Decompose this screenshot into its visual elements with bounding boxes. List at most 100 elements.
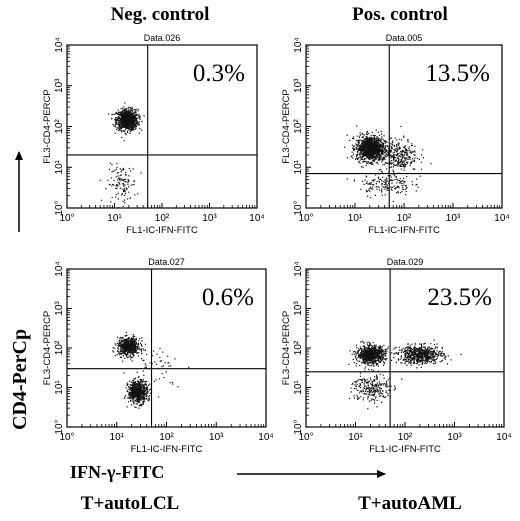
event-dot — [390, 154, 392, 156]
event-dot — [356, 147, 358, 149]
event-dot — [121, 179, 123, 181]
event-dot — [124, 202, 126, 204]
event-dot — [127, 342, 129, 344]
event-dot — [370, 154, 372, 156]
event-dot — [129, 384, 131, 386]
event-dot — [125, 128, 127, 130]
event-dot — [141, 393, 143, 395]
event-dot — [355, 158, 358, 160]
event-dot — [379, 140, 381, 142]
event-dot — [161, 366, 163, 368]
event-dot — [144, 363, 146, 365]
event-dot — [128, 344, 130, 346]
event-dot — [142, 379, 144, 381]
event-dot — [136, 395, 138, 397]
event-dot — [128, 401, 130, 403]
event-dot — [378, 350, 380, 352]
event-dot — [365, 363, 367, 365]
event-dot — [132, 338, 134, 340]
event-dot — [394, 156, 396, 158]
event-dot — [367, 347, 369, 349]
event-dot — [141, 390, 143, 392]
event-dot — [366, 137, 368, 139]
event-dot — [127, 115, 130, 117]
event-dot — [133, 381, 135, 383]
event-dot — [381, 191, 383, 193]
x-axis-label: FL1-IC-IFN-FITC — [131, 444, 203, 455]
event-dot — [377, 131, 379, 133]
event-dot — [369, 157, 371, 159]
event-dot — [126, 352, 128, 354]
event-dot — [362, 158, 364, 160]
event-dot — [118, 116, 120, 118]
event-dot — [124, 110, 126, 112]
event-dot — [374, 348, 376, 350]
event-dot — [120, 350, 122, 352]
event-dot — [134, 335, 136, 338]
event-dot — [385, 358, 387, 360]
event-dot — [349, 350, 351, 352]
event-dot — [131, 389, 133, 391]
event-dot — [118, 340, 120, 342]
y-tick-label: 10° — [54, 200, 65, 215]
event-dot — [140, 399, 142, 401]
event-dot — [353, 147, 355, 150]
event-dot — [377, 139, 379, 141]
event-dot — [127, 121, 129, 123]
event-dot — [375, 353, 377, 355]
event-dot — [396, 185, 398, 187]
event-dot — [395, 154, 397, 156]
event-dot — [367, 195, 369, 197]
event-dot — [139, 395, 141, 397]
event-dot — [411, 183, 414, 186]
event-dot — [411, 144, 413, 146]
event-dot — [122, 184, 125, 186]
event-dot — [127, 386, 130, 388]
event-dot — [165, 371, 167, 373]
event-dot — [145, 393, 147, 395]
event-dot — [128, 356, 130, 358]
event-dot — [376, 153, 378, 156]
event-dot — [125, 387, 127, 389]
event-dot — [136, 390, 138, 392]
event-dot — [121, 350, 123, 352]
event-dot — [138, 383, 140, 385]
event-dot — [365, 154, 367, 156]
event-dot — [381, 156, 383, 158]
event-dot — [369, 142, 371, 144]
event-dot — [381, 183, 383, 185]
event-dot — [370, 145, 373, 147]
event-dot — [385, 182, 387, 184]
event-dot — [145, 395, 148, 398]
event-dot — [136, 347, 138, 349]
event-dot — [368, 147, 370, 149]
event-dot — [365, 347, 367, 349]
event-dot — [124, 335, 126, 337]
event-dot — [365, 164, 367, 166]
event-dot — [370, 163, 373, 165]
event-dot — [360, 154, 362, 156]
y-tick-label: 10³ — [54, 78, 65, 93]
event-dot — [364, 366, 367, 368]
event-dot — [128, 125, 130, 127]
event-dot — [371, 352, 373, 354]
event-dot — [139, 401, 141, 403]
event-dot — [134, 108, 136, 111]
event-dot — [374, 157, 376, 159]
event-dot — [374, 149, 376, 151]
event-dot — [368, 149, 370, 151]
event-dot — [369, 365, 371, 367]
event-dot — [395, 148, 397, 150]
event-dot — [121, 122, 123, 124]
event-dot — [132, 346, 135, 349]
event-dot — [122, 167, 124, 169]
event-dot — [389, 145, 391, 147]
event-dot — [366, 146, 368, 148]
event-dot — [373, 154, 375, 156]
event-dot — [369, 157, 372, 159]
event-dot — [125, 116, 128, 118]
event-dot — [122, 354, 124, 357]
event-dot — [359, 149, 361, 151]
event-dot — [380, 170, 383, 172]
